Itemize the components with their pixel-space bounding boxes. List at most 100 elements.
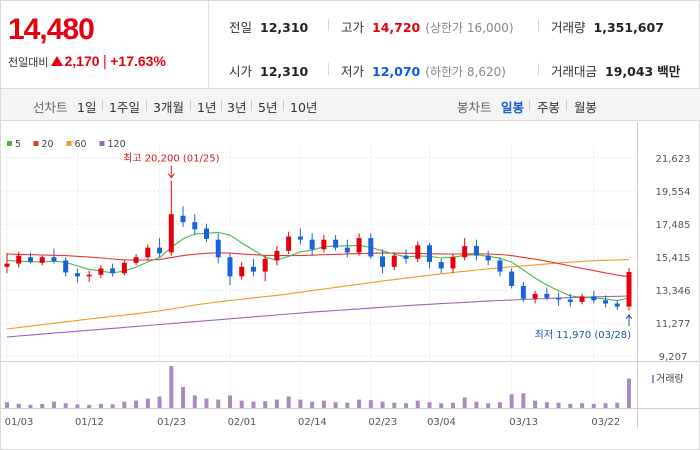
- volume-bar: [415, 400, 420, 408]
- volume: 거래량 1,351,607: [551, 17, 664, 36]
- prev-close-label: 전일: [229, 20, 253, 35]
- candle-body: [567, 299, 573, 302]
- lower-limit: (하한가 8,620): [425, 65, 506, 79]
- tab-1day[interactable]: 1일: [77, 100, 97, 115]
- candle-body: [262, 258, 268, 272]
- candle-body: [450, 257, 456, 269]
- volume-bar: [404, 403, 409, 408]
- x-tick-label: 03/04: [427, 417, 456, 428]
- price-box: 14,480 전일대비 2,170 | +17.63%: [1, 1, 209, 88]
- candle-body: [274, 250, 280, 261]
- tab-1year[interactable]: 1년: [197, 100, 217, 115]
- volume-bar: [497, 402, 502, 408]
- candle-body: [391, 255, 397, 267]
- volume-bar: [110, 404, 115, 408]
- price-chart[interactable]: 21,623 19,554 17,485 15,415 13,346 11,277 9,20…: [1, 122, 699, 450]
- candle-body: [133, 257, 139, 263]
- high-arrow-head: [167, 173, 175, 179]
- tab-weekly[interactable]: 주봉: [537, 100, 561, 115]
- volume-bar: [40, 404, 45, 408]
- low-value: 12,070: [372, 64, 421, 79]
- volume-bar: [591, 403, 596, 408]
- volume-bar: [98, 403, 103, 408]
- volume-label: 거래량: [551, 20, 586, 35]
- open-label: 시가: [229, 64, 253, 79]
- volume-bar: [286, 396, 291, 408]
- volume-bar: [28, 404, 33, 408]
- candle-body: [520, 285, 526, 299]
- tab-daily[interactable]: 일봉: [501, 100, 525, 115]
- candle-body: [98, 268, 104, 275]
- volume-bar: [145, 398, 150, 408]
- volume-bar: [169, 366, 174, 408]
- candle-body: [556, 297, 562, 300]
- candle-body: [63, 260, 69, 273]
- volume-bar: [345, 402, 350, 408]
- line-chart-label: 선차트: [33, 100, 68, 115]
- low-price: 저가 12,070 (하한가 8,620): [341, 61, 506, 80]
- candle-body: [462, 246, 468, 258]
- tab-5year[interactable]: 5년: [258, 100, 278, 115]
- candle-body: [27, 257, 33, 263]
- tab-1week[interactable]: 1주일: [109, 100, 140, 115]
- volume-bar: [603, 403, 608, 408]
- x-tick-label: 03/13: [509, 417, 538, 428]
- change-row: 전일대비 2,170 | +17.63%: [8, 53, 166, 70]
- current-price: 14,480: [8, 13, 95, 46]
- tab-3year[interactable]: 3년: [227, 100, 247, 115]
- candle-body: [438, 262, 444, 269]
- volume-bar: [321, 400, 326, 408]
- tab-3month[interactable]: 3개월: [153, 100, 184, 115]
- volume-bar: [75, 404, 80, 408]
- amount-unit: 백만: [657, 64, 681, 79]
- ma120-line: [6, 295, 630, 338]
- candle-chart-label: 봉차트: [457, 100, 492, 115]
- volume-bar: [251, 401, 256, 408]
- ma60-line: [6, 259, 630, 330]
- high-value: 14,720: [372, 20, 421, 35]
- legend-label: 120: [108, 139, 126, 150]
- candle-body: [227, 257, 233, 277]
- candle-body: [426, 245, 432, 263]
- divider: [328, 63, 329, 75]
- trade-amount: 거래대금 19,043 백만: [551, 61, 680, 80]
- volume-bar: [274, 399, 279, 408]
- candle-body: [614, 303, 620, 307]
- candle-body: [321, 239, 327, 250]
- volume-bar: [450, 402, 455, 408]
- amount-label: 거래대금: [551, 64, 598, 79]
- volume-legend-swatch: [652, 375, 654, 383]
- candle-body: [532, 293, 538, 299]
- legend-label: 5: [15, 139, 21, 150]
- tab-separator: [102, 100, 103, 111]
- volume-bar: [368, 400, 373, 408]
- y-tick-label: 21,623: [656, 154, 691, 165]
- candle-body: [591, 296, 597, 301]
- volume-bar: [122, 401, 127, 408]
- volume-value: 1,351,607: [593, 20, 664, 35]
- candle-body: [380, 256, 386, 267]
- volume-bar: [181, 387, 186, 408]
- volume-bar: [568, 403, 573, 408]
- legend-swatch: [33, 141, 39, 146]
- candle-body: [86, 274, 92, 277]
- volume-bar: [474, 401, 479, 408]
- low-arrow-head: [625, 314, 633, 320]
- volume-bar: [627, 378, 631, 408]
- candle-body: [74, 273, 80, 277]
- volume-bar: [5, 402, 9, 408]
- tab-monthly[interactable]: 월봉: [574, 100, 598, 115]
- candle-body: [51, 257, 57, 262]
- open-price: 시가 12,310: [229, 61, 308, 80]
- candle-body: [239, 266, 245, 277]
- volume-bar: [544, 402, 549, 408]
- candle-body: [626, 271, 632, 307]
- x-tick-label: 02/14: [298, 417, 327, 428]
- volume-bar: [216, 399, 221, 408]
- candle-body: [297, 236, 303, 240]
- candle-body: [309, 239, 315, 250]
- candle-body: [39, 257, 45, 263]
- tab-10year[interactable]: 10년: [290, 100, 318, 115]
- tab-separator: [566, 100, 567, 111]
- volume-bar: [439, 403, 444, 408]
